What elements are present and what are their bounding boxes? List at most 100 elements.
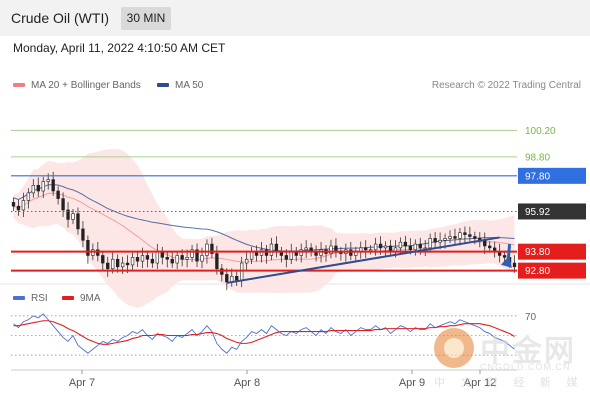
candle-bull: [71, 213, 75, 220]
candle-bear: [66, 209, 70, 220]
candle-bull: [155, 251, 160, 264]
timestamp-text: Monday, April 11, 2022 4:10:50 AM CET: [13, 41, 226, 55]
chart-header: Crude Oil (WTI) 30 MIN: [0, 0, 590, 36]
candle-bear: [170, 258, 174, 264]
candle-bear: [418, 243, 422, 249]
candle-bull: [120, 262, 125, 268]
rsi-tick-70: 70: [525, 312, 537, 323]
support-1-badge: [518, 243, 586, 260]
legend-bollinger: MA 20 + Bollinger Bands: [13, 80, 141, 91]
candle-bull: [200, 255, 204, 262]
current-price-badge: [518, 203, 586, 220]
support-1-label: 93.80: [525, 247, 550, 258]
candle-bear: [453, 236, 457, 239]
candle-bull: [438, 239, 442, 243]
candle-bear: [284, 255, 288, 260]
x-tick-label: Apr 12: [464, 377, 496, 389]
candle-bear: [468, 234, 472, 237]
candle-bull: [26, 192, 31, 201]
rsi-swatch: [13, 296, 25, 301]
candle-bear: [86, 239, 90, 256]
ma9-line: [13, 320, 515, 345]
legend-ma50: MA 50: [157, 80, 203, 91]
ma50-swatch: [157, 83, 169, 88]
x-tick-label: Apr 7: [69, 377, 95, 389]
candle-bull: [413, 243, 417, 251]
legend-rsi-label: RSI: [31, 293, 48, 304]
resistance-1-label: 100.20: [525, 126, 556, 137]
trendline: [226, 236, 500, 284]
candle-bull: [31, 185, 35, 194]
bollinger-band-area: [13, 148, 515, 308]
candle-bear: [473, 236, 477, 239]
candle-bull: [368, 249, 373, 252]
candle-bear: [502, 255, 507, 258]
watermark-brand: 中金网: [480, 334, 576, 369]
candle-bear: [51, 179, 55, 192]
candle-bull: [175, 255, 179, 264]
x-tick-label: Apr 8: [234, 377, 260, 389]
bollinger-swatch: [13, 83, 25, 88]
candle-bear: [378, 243, 383, 249]
x-tick-label: Apr 9: [399, 377, 425, 389]
legend-bollinger-label: MA 20 + Bollinger Bands: [31, 80, 141, 91]
instrument-title: Crude Oil (WTI): [11, 10, 109, 26]
candle-bull: [244, 258, 249, 264]
current-price-label: 95.92: [525, 207, 550, 218]
timeframe-badge[interactable]: 30 MIN: [121, 7, 171, 30]
candle-bull: [249, 251, 254, 260]
candle-bear: [225, 274, 229, 283]
legend-ma9-label: 9MA: [80, 293, 101, 304]
candle-bull: [111, 258, 115, 270]
candle-bear: [235, 276, 239, 281]
pivot-label: 97.80: [525, 171, 550, 182]
candle-bear: [512, 262, 517, 268]
candle-bull: [443, 238, 447, 241]
candle-bear: [215, 253, 219, 270]
candle-bull: [205, 243, 209, 256]
watermark-url: CNGOLD.COM.CN: [480, 362, 571, 372]
candle-bull: [269, 243, 274, 256]
watermark-tagline: 中 文 财 经 新 媒 体: [434, 376, 590, 389]
candle-bull: [289, 251, 293, 260]
candle-bear: [195, 249, 199, 262]
legend-ma9: 9MA: [62, 293, 101, 304]
candle-bear: [364, 247, 368, 251]
candle-bear: [11, 202, 16, 207]
rsi-line: [13, 313, 515, 354]
candle-bear: [16, 205, 21, 211]
candle-bear: [115, 258, 120, 268]
candle-bear: [210, 243, 214, 254]
research-credit: Research © 2022 Trading Central: [431, 80, 581, 91]
candle-bear: [81, 228, 85, 241]
candle-bear: [76, 213, 80, 230]
candle-bear: [274, 243, 279, 252]
candle-bear: [145, 255, 150, 260]
support-2-label: 92.80: [525, 266, 550, 277]
candle-bull: [185, 257, 189, 260]
watermark: 中金网 CNGOLD.COM.CN 中 文 财 经 新 媒 体: [432, 326, 590, 390]
resistance-2-label: 98.80: [525, 152, 550, 163]
candle-bear: [106, 262, 110, 270]
candle-bull: [41, 181, 45, 192]
candle-bull: [458, 232, 462, 239]
legend-rsi: RSI: [13, 293, 48, 304]
candle-bull: [428, 238, 432, 249]
candle-bull: [21, 200, 26, 211]
candle-bull: [329, 245, 333, 254]
legend-ma50-label: MA 50: [175, 80, 204, 91]
candle-bear: [433, 238, 437, 243]
ma9-swatch: [62, 296, 74, 301]
candle-bull: [140, 255, 145, 262]
candle-bull: [373, 243, 378, 251]
candle-bull: [190, 249, 194, 258]
candle-bull: [398, 241, 403, 249]
candle-bull: [130, 257, 135, 266]
projection-arrow-head: [501, 255, 512, 268]
candle-bear: [180, 255, 184, 260]
candle-bear: [135, 257, 140, 262]
candle-bear: [488, 245, 492, 249]
candle-bull: [448, 236, 452, 239]
candle-bear: [403, 241, 408, 247]
